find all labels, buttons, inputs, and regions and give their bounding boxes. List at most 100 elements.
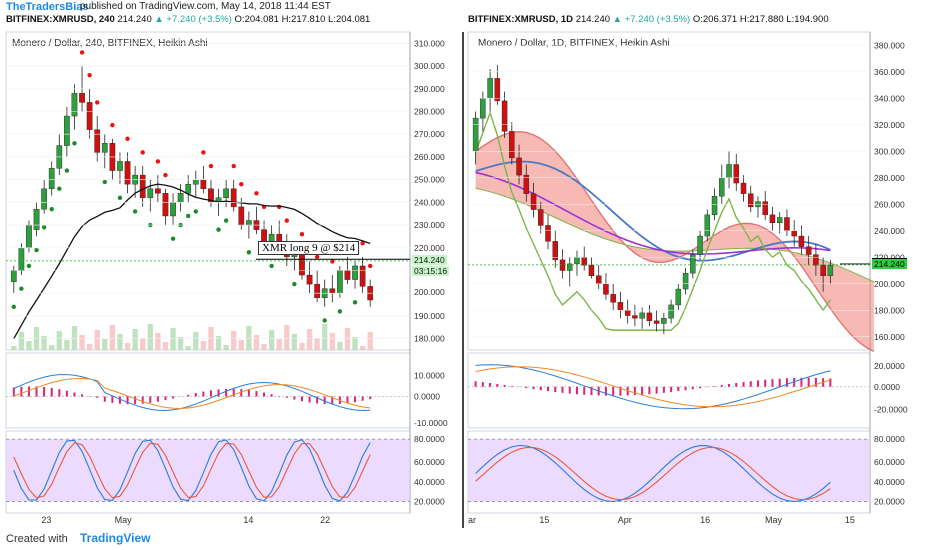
right-macd-hist-bar [583,386,586,395]
left-sar-dot [239,181,244,187]
left-sar-dot [337,309,343,314]
left-sar-dot [292,281,297,287]
left-volume-bar [344,328,351,350]
right-macd-hist-bar [662,386,665,393]
left-sar-dot [11,304,16,310]
left-signal-line [13,378,371,409]
left-symbol: BITFINEX:XMRUSD, 240 [6,14,115,25]
right-macd-hist-bar [590,386,593,396]
right-candle [646,312,653,322]
right-macd-hist-bar [677,386,680,392]
left-volume-bar [329,333,335,350]
left-volume-bar [41,336,47,350]
left-stoch-tick: 60.0000 [414,457,445,467]
right-candle [574,257,580,265]
left-sar-dot [19,286,24,291]
left-price-tick: 240.000 [414,197,445,207]
right-time-tick: 15 [845,515,855,525]
right-macd-hist-bar [655,386,658,394]
left-volume-bar [359,346,366,350]
left-level-tag: 200.000 [412,287,447,298]
left-volume-bar [56,331,62,350]
left-time-tick: 23 [41,515,51,525]
left-stoch-k [13,439,371,502]
right-candle [610,294,616,303]
right-candle [494,78,501,102]
left-candle [192,179,199,185]
tradingview-logo[interactable]: TradingView [80,531,151,545]
left-macd-hist-bar [20,386,23,397]
right-time-tick: 16 [700,515,710,525]
left-candle [26,224,32,248]
right-macd-hist-bar [568,386,571,394]
left-volume-bar [185,346,191,350]
right-macd-hist-bar [489,382,492,387]
charts-canvas[interactable]: Monero / Dollar, 240, BITFINEX, Heikin A… [0,28,932,530]
right-signal-line [475,366,831,408]
left-volume-bar [291,334,298,350]
left-macd-hist-bar [225,388,228,397]
left-macd-hist-bar [118,396,121,404]
right-macd-hist-bar [699,386,702,389]
right-macd-hist-bar [778,378,781,387]
left-stoch-d [13,442,371,499]
right-macd-hist-bar [525,386,528,389]
right-candle [603,283,609,295]
right-macd-hist-bar [793,377,796,387]
left-macd-tick: -10.0000 [414,418,448,428]
left-candle [86,102,93,130]
left-volume-bar [124,343,131,350]
left-last: 214.240 [117,14,152,25]
left-candle [223,188,229,199]
right-candle [798,235,805,247]
right-macd-tick: 20.0000 [874,361,905,371]
left-moving-average [13,183,371,339]
trade-note[interactable]: XMR long 9 @ $214 [258,241,360,256]
right-candle [726,164,732,178]
left-volume-bar [276,339,282,350]
left-volume-bar [223,345,229,350]
right-macd-hist-bar [633,386,636,396]
left-volume-bar [314,338,320,350]
left-macd-hist-bar [369,396,372,400]
left-macd-hist-bar [172,396,175,399]
left-candle [306,274,313,285]
right-price-tick: 260.000 [874,199,905,209]
right-macd-hist-bar [691,386,694,390]
left-candle [71,93,78,117]
right-macd-hist-bar [720,385,723,387]
right-macd-hist-bar [829,378,832,387]
left-sar-dot [72,141,77,146]
left-macd-tick: 0.0000 [414,392,440,402]
right-stoch-k [475,444,831,503]
right-candle [567,263,573,271]
left-countdown-tag: 03:15:16 [412,265,450,276]
left-price-tick: 220.000 [414,243,445,253]
left-sar-dot [201,150,206,155]
left-candle [101,143,108,153]
left-sar-dot [186,213,191,219]
left-candle [230,188,237,208]
left-last-price-tag: 214.240 [412,254,447,265]
left-volume-bar [261,344,267,350]
published-info: published on TradingView.com, May 14, 20… [80,1,331,12]
left-sar-dot [330,259,335,264]
right-candle [690,254,696,274]
right-price-tick: 160.000 [874,332,905,342]
right-candle [632,315,638,319]
left-sar-dot [57,186,62,191]
left-macd-hist-bar [73,392,76,397]
right-candle [704,214,711,237]
right-macd-hist-bar [728,384,731,387]
right-macd-hist-bar [713,386,716,387]
left-price-tick: 290.000 [414,84,445,94]
publisher-logo[interactable]: TheTradersBias [6,1,89,13]
left-sar-dot [132,209,138,214]
left-time-tick: 14 [243,515,253,525]
right-macd-tick: -20.0000 [874,404,908,414]
left-volume-bar [322,324,328,350]
left-macd-hist-bar [12,387,15,397]
left-macd-hist-bar [187,394,190,397]
right-candle [748,193,754,208]
right-macd-hist-bar [749,381,752,387]
